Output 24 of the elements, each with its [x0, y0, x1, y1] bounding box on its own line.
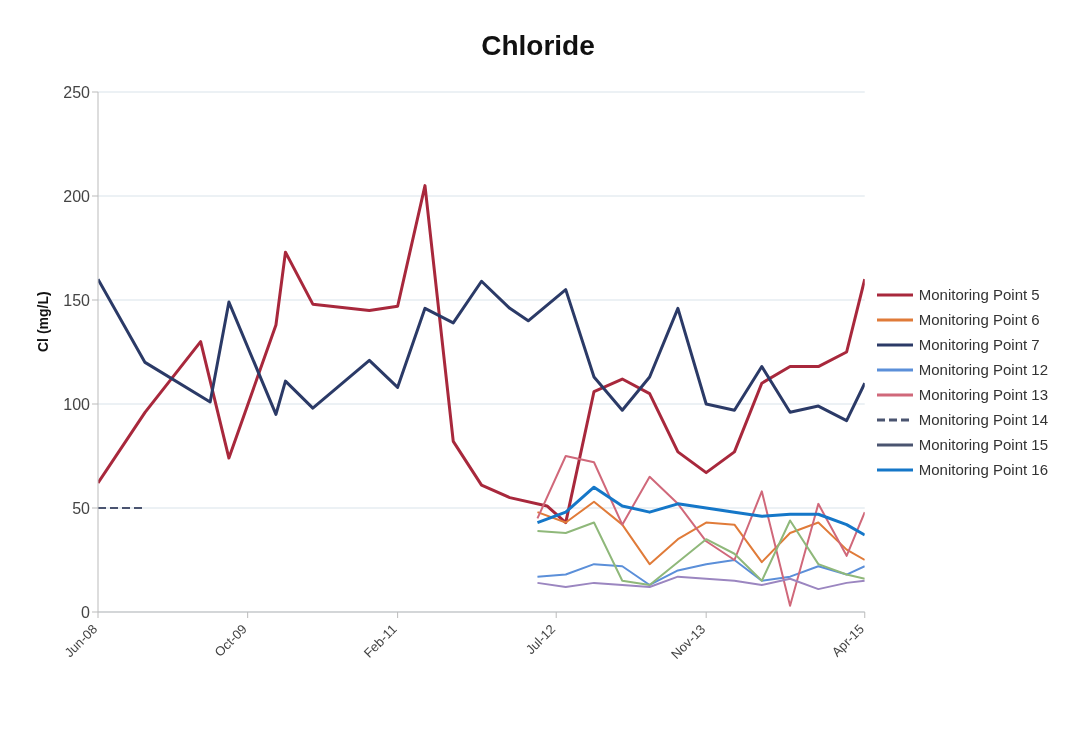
- line-series: [536, 559, 865, 586]
- legend-label: Monitoring Point 15: [918, 435, 1048, 455]
- chart-title: Chloride: [480, 30, 596, 62]
- y-tick-label: 100: [63, 395, 91, 413]
- y-axis-title: Cl (mg/L): [34, 291, 51, 352]
- y-tick-label: 150: [63, 291, 91, 309]
- line-series: [536, 455, 865, 607]
- y-tick-label: 0: [81, 603, 91, 621]
- line-series: [535, 485, 865, 537]
- y-tick-label: 200: [63, 187, 91, 205]
- y-tick-label: 250: [63, 83, 91, 101]
- legend-label: Monitoring Point 6: [918, 310, 1040, 330]
- legend-label: Monitoring Point 13: [918, 385, 1048, 405]
- legend-label: Monitoring Point 12: [918, 360, 1048, 380]
- legend-label: Monitoring Point 16: [918, 460, 1048, 480]
- line-series: [98, 277, 865, 423]
- legend-label: Monitoring Point 14: [918, 410, 1048, 430]
- line-series: [536, 575, 865, 591]
- line-series: [536, 500, 865, 566]
- y-tick-label: 50: [72, 499, 91, 517]
- legend-label: Monitoring Point 7: [918, 335, 1040, 355]
- legend-label: Monitoring Point 5: [918, 285, 1040, 305]
- line-series: [536, 519, 865, 586]
- line-series: [98, 184, 865, 525]
